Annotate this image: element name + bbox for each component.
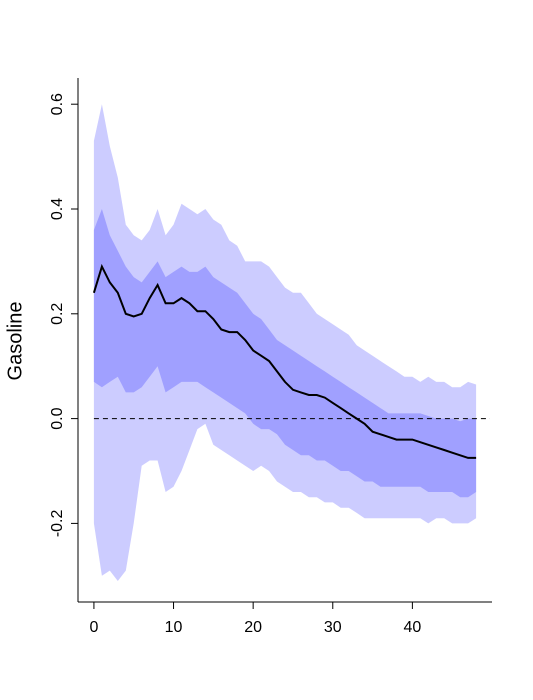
series-line-0 — [92, 263, 477, 459]
inner-band — [93, 209, 477, 498]
x-tick-label: 30 — [324, 619, 342, 636]
x-tick-label: 40 — [403, 619, 421, 636]
y-axis-title: Gasoline — [4, 302, 26, 381]
x-tick-label: 20 — [244, 619, 262, 636]
y-tick-label: -0.2 — [49, 510, 66, 538]
y-tick-label: 0.6 — [49, 93, 66, 115]
confidence-bands — [93, 104, 477, 581]
x-tick-label: 10 — [165, 619, 183, 636]
axes: -0.2 0.0 0.2 0.4 0.6 0 10 20 30 40 — [49, 78, 492, 636]
median-response-line — [92, 263, 477, 459]
y-tick-label: 0.2 — [49, 303, 66, 325]
x-tick-label: 0 — [89, 619, 98, 636]
y-tick-label: 0.0 — [49, 407, 66, 429]
y-tick-label: 0.4 — [49, 198, 66, 220]
